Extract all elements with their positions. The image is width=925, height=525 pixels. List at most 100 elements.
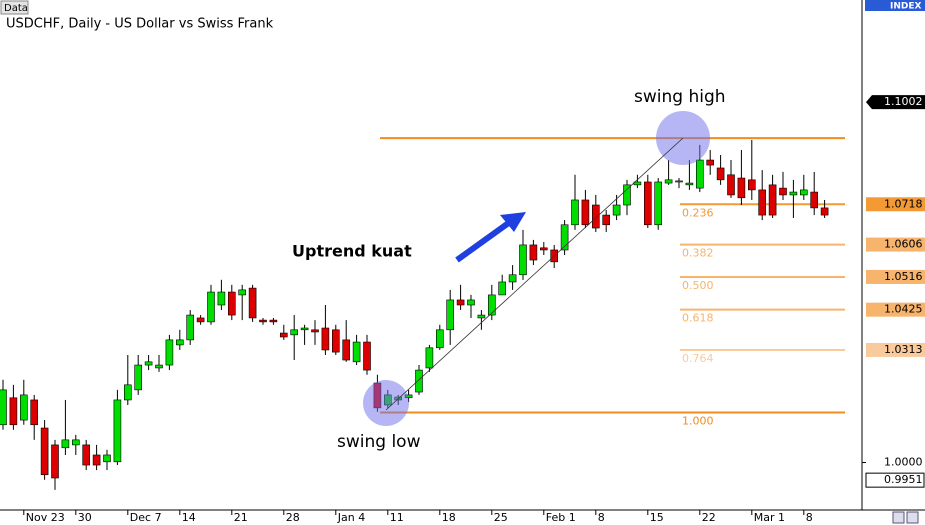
scroll-button[interactable] [892,511,905,524]
current-price-label: 1.1002 [884,95,923,108]
candle-body [768,184,777,216]
price-label: 1.0718 [884,197,923,210]
candle-body [456,299,465,306]
trend-arrow-head [500,212,526,232]
candle-body [602,214,611,226]
candle-body [654,181,663,226]
data-button-label: Data [4,3,28,14]
candle-body [747,179,756,191]
y-tick-label: 1.0000 [884,456,923,469]
candle-body [113,399,122,463]
price-label-box [866,302,925,317]
candle-body [331,329,340,353]
candle-body [300,327,309,331]
candle-body [217,291,226,306]
x-tick-label: Jan 4 [337,511,365,524]
candle-body [685,182,694,186]
candle-body [342,339,351,361]
candle-body [737,177,746,199]
trend-label: Uptrend kuat [292,242,412,261]
candle-body [72,439,80,446]
price-label: 1.0606 [884,238,923,251]
candle-body [664,179,673,184]
x-tick-label: 11 [390,511,404,524]
x-tick-label: 28 [286,511,300,524]
x-tick-label: 8 [806,511,813,524]
candle-body [675,180,683,183]
x-tick-label: 14 [182,511,196,524]
fib-ratio-label: 0.382 [682,247,714,260]
x-tick-label: Mar 1 [754,511,785,524]
candle-body [363,341,371,371]
price-label-box [866,269,925,284]
swing-low-circle [363,380,409,426]
low-price-box [865,472,925,488]
candle-body [591,204,600,229]
candle-body [248,287,257,319]
candle-body [581,199,590,226]
candle-body [19,394,28,421]
candle-body [134,364,142,391]
candle-body [758,189,767,216]
chart-title: USDCHF, Daily - US Dollar vs Swiss Frank [6,17,274,32]
candle-body [706,159,715,166]
candle-body [196,317,205,323]
candle-body [560,224,569,251]
candle-body [186,314,194,341]
price-label-box [866,342,925,357]
candle-body [529,244,538,261]
price-label: 1.0425 [884,303,923,316]
candle-body [155,364,163,369]
candle-body [467,299,475,306]
fib-ratio-label: 0.500 [682,279,714,292]
x-tick-label: Dec 7 [130,511,162,524]
candle-body [810,191,819,209]
price-label-box [866,237,925,252]
candle-body [321,327,330,351]
price-label-box [866,197,925,212]
trend-arrow [455,219,512,263]
candle-body [165,339,174,366]
x-tick-label: 18 [442,511,456,524]
candle-body [425,347,434,369]
candle-body [487,294,496,316]
current-price-box [866,95,925,110]
candle-body [789,191,798,196]
price-label: 1.0313 [884,343,923,356]
candle-body [311,329,319,333]
candle-body [779,187,787,196]
x-tick-label: 22 [702,511,716,524]
candle-body [716,167,725,181]
candle-body [612,204,621,216]
candle-body [477,314,486,319]
candle-body [279,332,288,338]
swing-low-label: swing low [337,432,421,452]
candle-body [643,181,652,226]
data-button[interactable] [0,0,29,15]
candle-body [352,341,361,363]
x-tick-label: Feb 1 [546,511,576,524]
index-label: INDEX [890,2,921,12]
x-tick-label: 30 [78,511,92,524]
candle-body [727,174,735,196]
candle-body [9,397,18,426]
scroll-button[interactable] [906,511,919,524]
candle-body [30,399,39,426]
candle-body [0,389,7,426]
fib-ratio-label: 0.618 [682,312,714,325]
candle-body [539,247,548,251]
candle-body [623,184,631,206]
trend-line [385,137,684,411]
x-tick-label: 8 [598,511,605,524]
fib-ratio-label: 0.764 [682,352,714,365]
candle-body [508,274,517,283]
candle-body [446,299,455,331]
candle-body [82,444,90,466]
candle-body [92,454,101,466]
candle-body [176,339,184,346]
x-tick-label: Nov 23 [26,511,65,524]
candle-body [290,329,299,336]
candle-body [799,189,808,196]
